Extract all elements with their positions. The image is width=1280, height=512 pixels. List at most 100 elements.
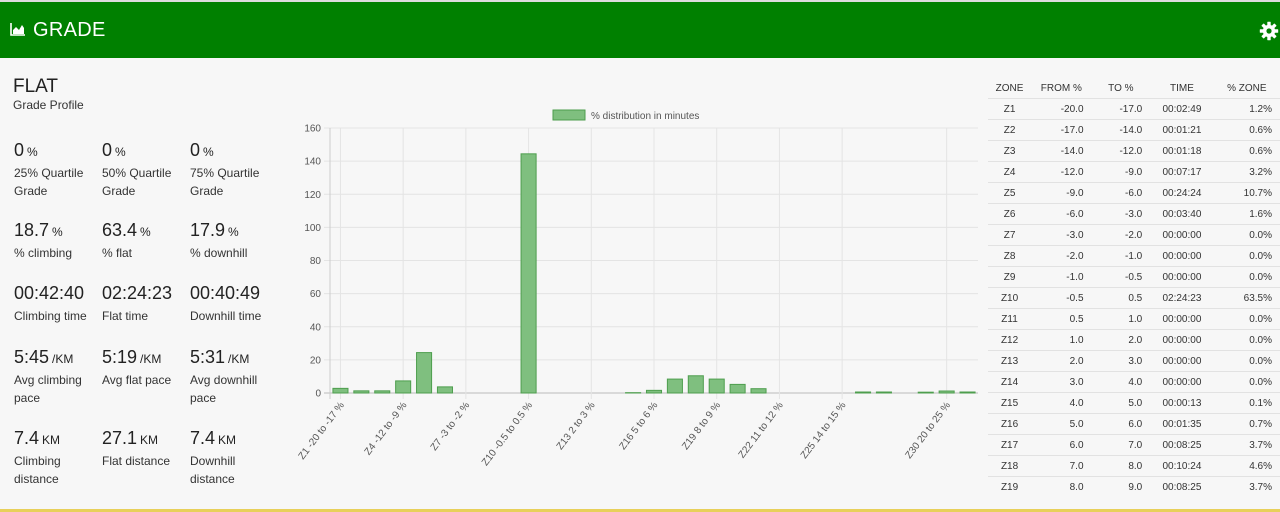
table-row: Z3 -14.0 -12.0 00:01:18 0.6% [988, 140, 1280, 162]
stat-card: 0% 25% Quartile Grade [14, 140, 100, 200]
bar[interactable] [520, 153, 537, 394]
table-cell: Z12 [988, 329, 1032, 351]
table-cell: -0.5 [1031, 287, 1092, 309]
table-row: Z13 2.0 3.0 00:00:00 0.0% [988, 350, 1280, 372]
bar[interactable] [938, 390, 955, 394]
table-cell: Z5 [988, 182, 1032, 204]
legend-swatch [552, 109, 586, 121]
table-cell: 5.0 [1091, 392, 1151, 414]
table-cell: 00:08:25 [1150, 434, 1214, 456]
stat-card: 7.4 KM Downhill distance [190, 428, 276, 488]
bar[interactable] [729, 383, 746, 394]
bar[interactable] [708, 378, 725, 394]
table-row: Z15 4.0 5.0 00:00:13 0.1% [988, 392, 1280, 414]
stat-card: 0% 75% Quartile Grade [190, 140, 276, 200]
table-cell: Z8 [988, 245, 1032, 267]
table-cell: Z11 [988, 308, 1032, 330]
bar[interactable] [959, 391, 976, 394]
x-tick-label: Z13 2 to 3 % [555, 400, 598, 452]
table-header-row: ZONE FROM % TO % TIME % ZONE [988, 78, 1280, 99]
table-cell: -20.0 [1031, 98, 1092, 120]
x-tick: Z7 -3 to -2 % [429, 400, 473, 453]
table-cell: -2.0 [1031, 245, 1092, 267]
table-cell: 8.0 [1031, 476, 1092, 497]
table-cell: 8.0 [1091, 455, 1151, 477]
table-cell: 1.6% [1213, 203, 1280, 225]
table-cell: 6.0 [1031, 434, 1092, 456]
bar[interactable] [875, 391, 892, 394]
table-cell: Z14 [988, 371, 1032, 393]
bar[interactable] [416, 352, 433, 394]
table-cell: Z13 [988, 350, 1032, 372]
stat-number: 5:31 [190, 347, 226, 367]
table-cell: 4.0 [1091, 371, 1151, 393]
header-time[interactable]: TIME [1169, 82, 1194, 94]
table-row: Z17 6.0 7.0 00:08:25 3.7% [988, 434, 1280, 456]
bar[interactable] [917, 391, 934, 394]
bar[interactable] [666, 378, 683, 394]
bar[interactable] [332, 387, 349, 394]
table-row: Z5 -9.0 -6.0 00:24:24 10.7% [988, 182, 1280, 204]
zones-table: ZONE FROM % TO % TIME % ZONE Z1 -20.0 -17.… [988, 78, 1280, 497]
y-tick-label: 40 [310, 322, 322, 333]
stat-number: 02:24:23 [102, 283, 173, 303]
header-to[interactable]: TO % [1108, 82, 1134, 94]
table-cell: 7.0 [1091, 434, 1151, 456]
table-cell: 0.0% [1213, 245, 1280, 267]
stat-unit: /KM [140, 352, 162, 366]
stat-card: 5:19/KM Avg flat pace [102, 347, 188, 389]
stat-unit: % [27, 145, 38, 159]
bar[interactable] [750, 388, 767, 394]
table-cell: 3.0 [1031, 371, 1092, 393]
gear-icon[interactable] [1259, 21, 1279, 46]
stat-value: 7.4 KM [190, 428, 276, 450]
table-cell: Z7 [988, 224, 1032, 246]
table-row: Z14 3.0 4.0 00:00:00 0.0% [988, 371, 1280, 393]
stat-number: 17.9 [190, 220, 226, 240]
table-cell: 7.0 [1031, 455, 1092, 477]
table-cell: 3.2% [1213, 161, 1280, 183]
stat-label: Downhill distance [190, 454, 236, 486]
table-cell: 00:01:21 [1150, 119, 1214, 141]
stat-unit: % [140, 225, 151, 239]
table-cell: 0.0% [1213, 329, 1280, 351]
y-tick-label: 100 [304, 223, 321, 234]
table-cell: 00:00:13 [1150, 392, 1214, 414]
stat-card: 7.4 KM Climbing distance [14, 428, 100, 488]
bar[interactable] [687, 375, 704, 394]
bar[interactable] [374, 390, 391, 394]
header-percent-zone[interactable]: % ZONE [1227, 82, 1267, 94]
table-cell: 3.0 [1091, 350, 1151, 372]
table-cell: 00:00:00 [1150, 329, 1214, 351]
table-cell: 0.0% [1213, 224, 1280, 246]
table-cell: 4.0 [1031, 392, 1092, 414]
bar[interactable] [855, 391, 872, 394]
stat-unit: KM [140, 433, 159, 447]
header-zone[interactable]: ZONE [995, 82, 1024, 94]
bar[interactable] [353, 390, 370, 394]
table-cell: 00:00:00 [1150, 224, 1214, 246]
y-tick-label: 60 [310, 289, 322, 300]
grade-distribution-chart: % distribution in minutes 0 20 40 60 80 100 12… [290, 100, 990, 480]
stat-card: 17.9% % downhill [190, 220, 276, 262]
bar[interactable] [395, 380, 412, 394]
bar[interactable] [645, 389, 663, 394]
stat-card: 00:42:40 Climbing time [14, 283, 100, 325]
x-tick: Z19 8 to 9 % [680, 400, 723, 452]
header-from[interactable]: FROM % [1040, 82, 1082, 94]
y-tick-label: 120 [304, 190, 321, 201]
table-cell: 00:07:17 [1150, 161, 1214, 183]
table-cell: -14.0 [1091, 119, 1151, 141]
stat-unit: KM [218, 433, 237, 447]
chart-svg: % distribution in minutes 0 20 40 60 80 100 12… [297, 109, 978, 468]
table-row: Z19 8.0 9.0 00:08:25 3.7% [988, 476, 1280, 497]
stat-label: Flat distance [102, 454, 171, 468]
table-cell: Z2 [988, 119, 1032, 141]
x-tick: Z16 5 to 6 % [617, 400, 660, 452]
bar[interactable] [436, 386, 453, 394]
stat-value: 5:45/KM [14, 347, 100, 369]
x-tick: Z4 -12 to -9 % [363, 400, 410, 457]
table-cell: 00:02:49 [1150, 98, 1214, 120]
table-cell: 0.5 [1031, 308, 1092, 330]
stat-value: 17.9% [190, 220, 276, 242]
